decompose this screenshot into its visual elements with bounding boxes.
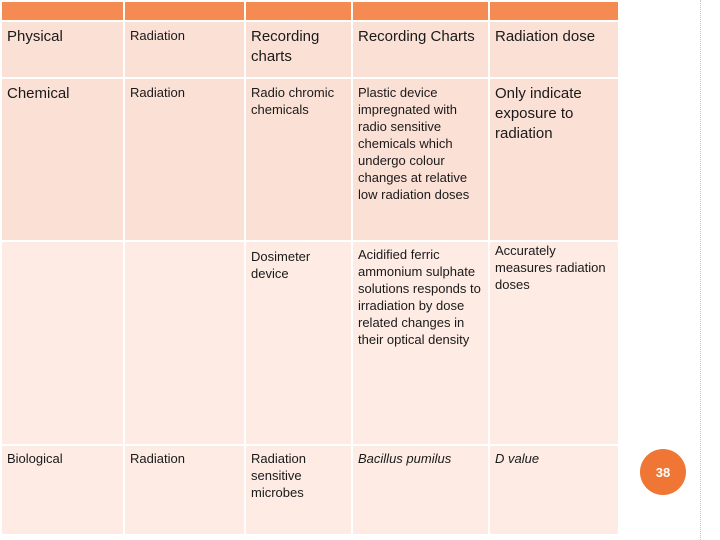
- category-cell: Chemical: [0, 77, 125, 242]
- indicator-cell: Radio chromic chemicals: [244, 77, 353, 242]
- agent-cell: Radiation: [123, 444, 246, 536]
- description-cell: Acidified ferric ammonium sulphate solut…: [351, 240, 490, 446]
- description-cell: Recording Charts: [351, 20, 490, 79]
- indicator-cell: Recording charts: [244, 20, 353, 79]
- slide-edge-line: [700, 0, 702, 540]
- header-cell: [0, 0, 125, 22]
- header-cell: [244, 0, 353, 22]
- table-row: Biological Radiation Radiation sensitive…: [0, 444, 620, 536]
- measures-cell: Only indicate exposure to radiation: [488, 77, 620, 242]
- measures-cell: Accurately measures radiation doses: [488, 240, 620, 446]
- description-cell: Bacillus pumilus: [351, 444, 490, 536]
- agent-cell: Radiation: [123, 77, 246, 242]
- indicator-table: Physical Radiation Recording charts Reco…: [0, 0, 620, 536]
- measures-cell: Radiation dose: [488, 20, 620, 79]
- header-cell: [123, 0, 246, 22]
- agent-cell: [123, 240, 246, 446]
- description-cell: Plastic device impregnated with radio se…: [351, 77, 490, 242]
- header-cell: [351, 0, 490, 22]
- category-cell: Physical: [0, 20, 125, 79]
- measures-cell: D value: [488, 444, 620, 536]
- table-row: Chemical Radiation Radio chromic chemica…: [0, 77, 620, 242]
- indicator-cell: Radiation sensitive microbes: [244, 444, 353, 536]
- indicator-cell: Dosimeter device: [244, 240, 353, 446]
- header-cell: [488, 0, 620, 22]
- table-row: Physical Radiation Recording charts Reco…: [0, 20, 620, 79]
- page-number-badge: 38: [640, 449, 686, 495]
- table-row: Dosimeter device Acidified ferric ammoni…: [0, 240, 620, 446]
- category-cell: [0, 240, 125, 446]
- agent-cell: Radiation: [123, 20, 246, 79]
- table-header-bar: [0, 0, 620, 22]
- category-cell: Biological: [0, 444, 125, 536]
